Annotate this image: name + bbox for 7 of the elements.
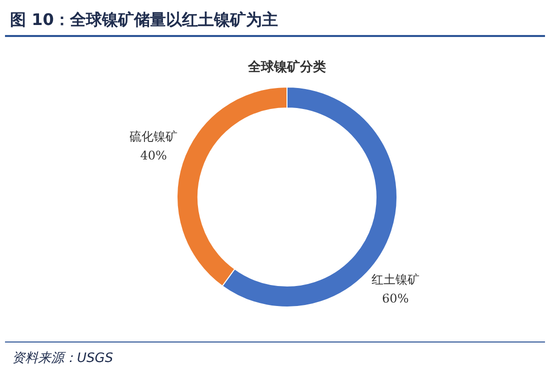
slice-label: 硫化镍矿 <box>130 129 178 144</box>
title: 图 10：全球镍矿储量以红土镍矿为主 <box>10 10 278 29</box>
slice-label: 红土镍矿 <box>371 272 420 287</box>
data-label: 40% <box>140 148 167 162</box>
subtitle: 全球镍矿分类 <box>248 60 326 75</box>
annotation: 资料来源：USGS <box>12 351 114 366</box>
data-label: 60% <box>382 292 409 306</box>
